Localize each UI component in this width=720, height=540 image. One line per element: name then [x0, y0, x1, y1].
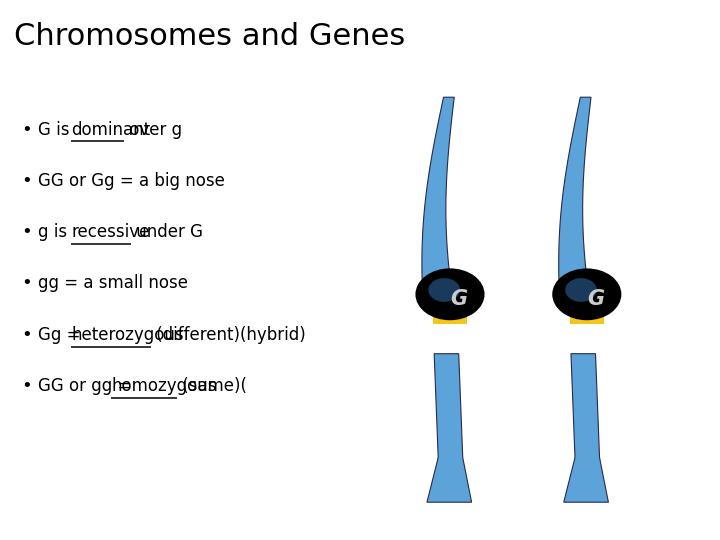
Text: •: •: [22, 120, 32, 139]
Text: •: •: [22, 274, 32, 293]
Text: over g: over g: [125, 120, 182, 139]
Text: dominant: dominant: [71, 120, 150, 139]
Text: G: G: [450, 288, 467, 309]
Polygon shape: [422, 97, 454, 284]
Text: (different)(hybrid): (different)(hybrid): [150, 326, 305, 344]
Text: •: •: [22, 326, 32, 344]
Text: recessive: recessive: [71, 223, 150, 241]
Text: Chromosomes and Genes: Chromosomes and Genes: [14, 22, 405, 51]
Text: GG or Gg = a big nose: GG or Gg = a big nose: [38, 172, 225, 190]
Bar: [570, 313, 604, 324]
Text: under G: under G: [131, 223, 203, 241]
Circle shape: [565, 278, 597, 302]
Text: G is: G is: [38, 120, 75, 139]
Text: Gg =: Gg =: [38, 326, 86, 344]
Text: g is: g is: [38, 223, 73, 241]
Bar: [433, 313, 467, 324]
Circle shape: [415, 268, 485, 320]
Text: •: •: [22, 223, 32, 241]
Text: G: G: [587, 288, 604, 309]
Circle shape: [428, 278, 460, 302]
Text: •: •: [22, 172, 32, 190]
Text: homozygous: homozygous: [111, 377, 217, 395]
Text: (same)(: (same)(: [177, 377, 247, 395]
Circle shape: [552, 268, 621, 320]
Text: •: •: [22, 377, 32, 395]
Text: gg = a small nose: gg = a small nose: [38, 274, 188, 293]
Text: heterozygous: heterozygous: [71, 326, 184, 344]
Polygon shape: [564, 354, 608, 502]
Polygon shape: [427, 354, 472, 502]
Polygon shape: [559, 97, 591, 284]
Text: GG or gg =: GG or gg =: [38, 377, 137, 395]
